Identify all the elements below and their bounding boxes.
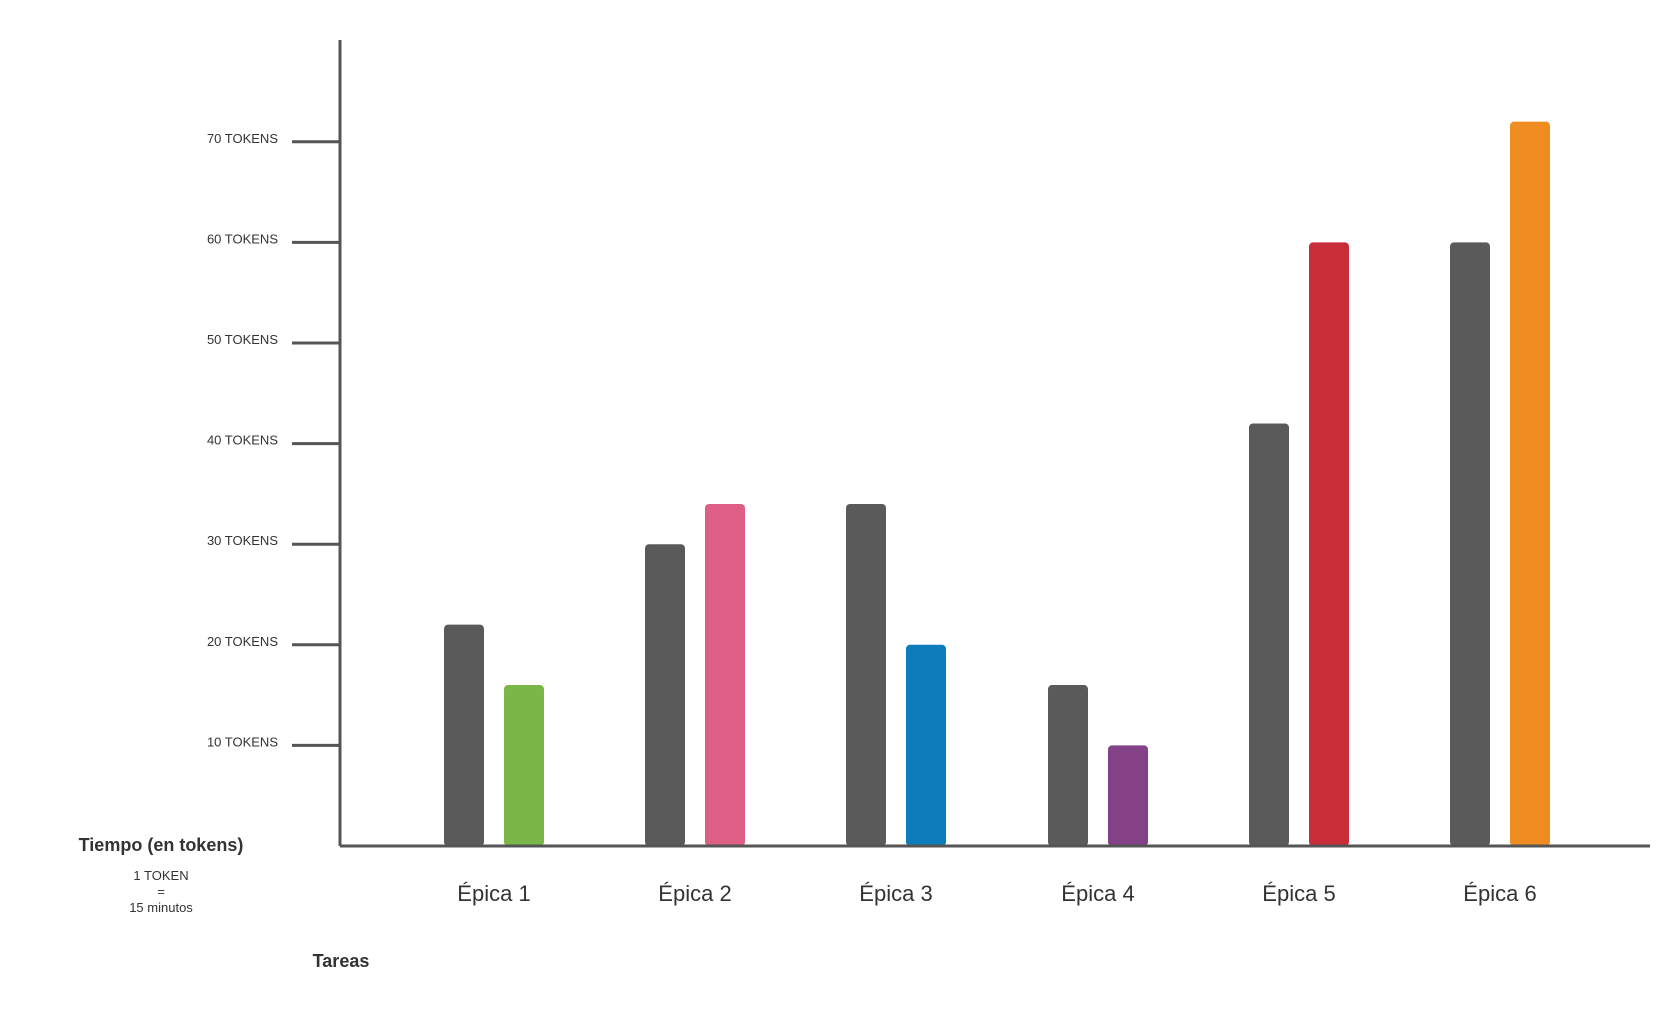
y-tick-label: 10 TOKENS [207, 734, 278, 749]
bar [846, 503, 886, 846]
y-axis-note-line-1: 1 TOKEN [133, 868, 188, 883]
y-axis-note-line-2: = [157, 884, 165, 899]
x-tick-label: Épica 6 [1463, 881, 1536, 906]
bar [1510, 121, 1550, 847]
y-ticks: 10 TOKENS 20 TOKENS 30 TOKENS 40 TOKENS 50 T… [207, 131, 340, 749]
bar [1108, 745, 1148, 846]
x-axis-title: Tareas [313, 951, 370, 971]
bars [444, 121, 1550, 847]
y-axis-title: Tiempo (en tokens) [79, 835, 244, 855]
y-tick-label: 60 TOKENS [207, 231, 278, 246]
y-tick-label: 30 TOKENS [207, 533, 278, 548]
x-tick-label: Épica 3 [859, 881, 932, 906]
bar [705, 503, 745, 846]
bar [645, 544, 685, 846]
bar [906, 644, 946, 846]
bar [1450, 242, 1490, 846]
y-tick-label: 20 TOKENS [207, 634, 278, 649]
y-tick-label: 50 TOKENS [207, 332, 278, 347]
y-axis-note-line-3: 15 minutos [129, 900, 193, 915]
bar [444, 624, 484, 846]
bar [1249, 423, 1289, 846]
x-tick-label: Épica 4 [1061, 881, 1134, 906]
x-tick-labels: Épica 1 Épica 2 Épica 3 Épica 4 Épica 5 Épica… [457, 881, 1536, 906]
bar [1309, 242, 1349, 846]
y-tick-label: 40 TOKENS [207, 433, 278, 448]
x-tick-label: Épica 2 [658, 881, 731, 906]
x-tick-label: Épica 5 [1262, 881, 1335, 906]
bar [1048, 685, 1088, 846]
y-tick-label: 70 TOKENS [207, 131, 278, 146]
bar [504, 685, 544, 846]
x-tick-label: Épica 1 [457, 881, 530, 906]
